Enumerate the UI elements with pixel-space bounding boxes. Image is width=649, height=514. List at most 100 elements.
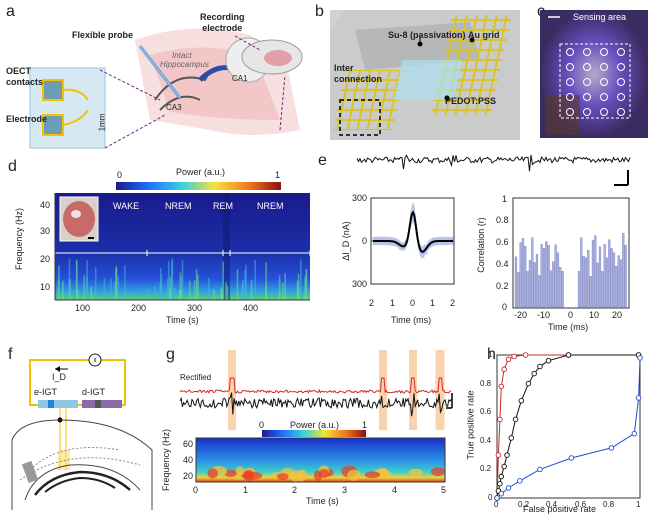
corr-bar: [610, 248, 613, 308]
d-state-nrem2: NREM: [257, 201, 284, 211]
spectral-burst: [181, 260, 184, 300]
spectral-blob: [224, 469, 237, 478]
event-band: [228, 350, 236, 430]
b-su8-label: Su-8 (passivation): [388, 30, 466, 40]
corr-bar: [517, 272, 520, 308]
panel-d-colorbar: [116, 182, 281, 190]
roc-point: [537, 466, 543, 473]
e-wave-xtick-1: 1: [390, 298, 396, 308]
electrode-dot: [617, 48, 625, 56]
spectral-burst: [244, 269, 246, 300]
d-ytick-30: 30: [40, 226, 51, 236]
corr-bar: [514, 256, 518, 308]
a-hippocampus-label: Hippocampus: [160, 60, 209, 69]
corr-bar: [594, 235, 597, 308]
roc-line: [496, 357, 641, 499]
corr-bar: [605, 257, 609, 308]
panel-e-corr-plot: [512, 197, 630, 309]
d-ylabel: Frequency (Hz): [14, 207, 25, 271]
corr-bar: [608, 239, 611, 308]
roc-point: [565, 352, 572, 358]
roc-point: [498, 383, 505, 390]
f-d-igt-label: d-IGT: [82, 387, 106, 397]
event-band: [379, 350, 387, 430]
e-corr-xtick-m10: -10: [537, 310, 551, 320]
corr-bar: [554, 244, 557, 308]
e-corr-xtick-20: 20: [612, 310, 623, 320]
panel-h-axes: [496, 354, 641, 499]
panel-g-rectified-trace: [179, 377, 452, 394]
spectral-burst: [242, 280, 244, 300]
e-corr-ytick-02: 0.2: [496, 281, 509, 291]
e-wave-xtick-0: 2: [369, 298, 375, 308]
e-corr-xtick-m20: -20: [514, 310, 528, 320]
e-corr-xlabel: Time (ms): [548, 322, 589, 332]
h-ytick-06: 0.6: [480, 407, 492, 416]
e-corr-xtick-10: 10: [589, 310, 600, 320]
h-ylabel: True positive rate: [465, 390, 476, 460]
roc-point: [497, 480, 503, 487]
d-xtick-200: 200: [131, 303, 147, 313]
roc-point: [494, 495, 500, 501]
waveform-trial: [372, 218, 454, 253]
a-flexible-probe-label: Flexible probe: [72, 30, 134, 40]
spectral-blob: [289, 470, 303, 482]
panel-label-g: g: [166, 346, 175, 363]
corr-bar: [521, 238, 525, 308]
spectral-burst: [297, 273, 300, 300]
corr-bar: [535, 254, 539, 308]
roc-point: [501, 463, 507, 470]
event-band: [435, 350, 445, 430]
h-xtick-08: 0.8: [603, 500, 615, 509]
panel-c-electrodes: [566, 48, 625, 116]
spectral-burst: [174, 287, 176, 300]
corr-bar: [580, 237, 583, 308]
g-xlabel: Time (s): [306, 496, 339, 506]
f-id-label: I_D: [52, 372, 67, 382]
corr-bar: [559, 267, 562, 308]
spectral-burst: [115, 265, 118, 300]
a-ca3-label: CA3: [166, 103, 182, 112]
roc-point: [525, 380, 532, 387]
spectral-burst: [305, 268, 308, 300]
electrode-dot: [566, 63, 574, 71]
panel-f-circuit: [29, 353, 126, 470]
electrode-dot: [600, 48, 608, 56]
a-scale-label: 1mm: [97, 113, 107, 132]
panel-f-brain-section: [11, 419, 153, 510]
waveform-trial: [372, 206, 454, 256]
panel-h-roc-curves: [494, 352, 643, 501]
h-xlabel: False positive rate: [523, 504, 597, 514]
electrode-dot: [600, 108, 608, 116]
roc-point: [498, 490, 505, 497]
g-xtick-5: 5: [441, 485, 447, 495]
roc-point: [637, 355, 643, 361]
spectral-blob: [430, 467, 446, 477]
a-recording-electrode-label: Recording electrode: [200, 12, 245, 34]
spectral-burst: [167, 261, 170, 300]
corr-bar: [524, 246, 527, 308]
e-wave-xlabel: Time (ms): [391, 315, 432, 325]
spectral-burst: [236, 269, 239, 300]
g-ylabel: Frequency (Hz): [161, 428, 172, 492]
roc-line: [496, 354, 639, 499]
electrode-dot: [583, 108, 591, 116]
electrode-dot: [617, 78, 625, 86]
e-corr-ytick-08: 0.8: [496, 215, 509, 225]
corr-bar: [547, 244, 550, 308]
spectral-burst: [114, 281, 116, 300]
d-colorbar-min: 0: [117, 170, 123, 180]
e-wave-ytick-300b: 300: [352, 279, 368, 289]
spectral-burst: [207, 277, 210, 300]
e-corr-ytick-04: 0.4: [496, 259, 509, 269]
e-wave-ytick-0: 0: [362, 236, 368, 246]
roc-point: [505, 356, 512, 363]
h-xtick-04: 0.4: [546, 500, 558, 509]
panel-g-axes: [195, 437, 446, 483]
spectral-blob: [244, 471, 263, 480]
a-intact-label: Intact: [172, 51, 192, 60]
spectral-burst: [179, 289, 181, 300]
corr-bar: [528, 260, 532, 308]
h-xtick-06: 0.6: [575, 500, 587, 509]
spectral-burst: [250, 279, 253, 300]
